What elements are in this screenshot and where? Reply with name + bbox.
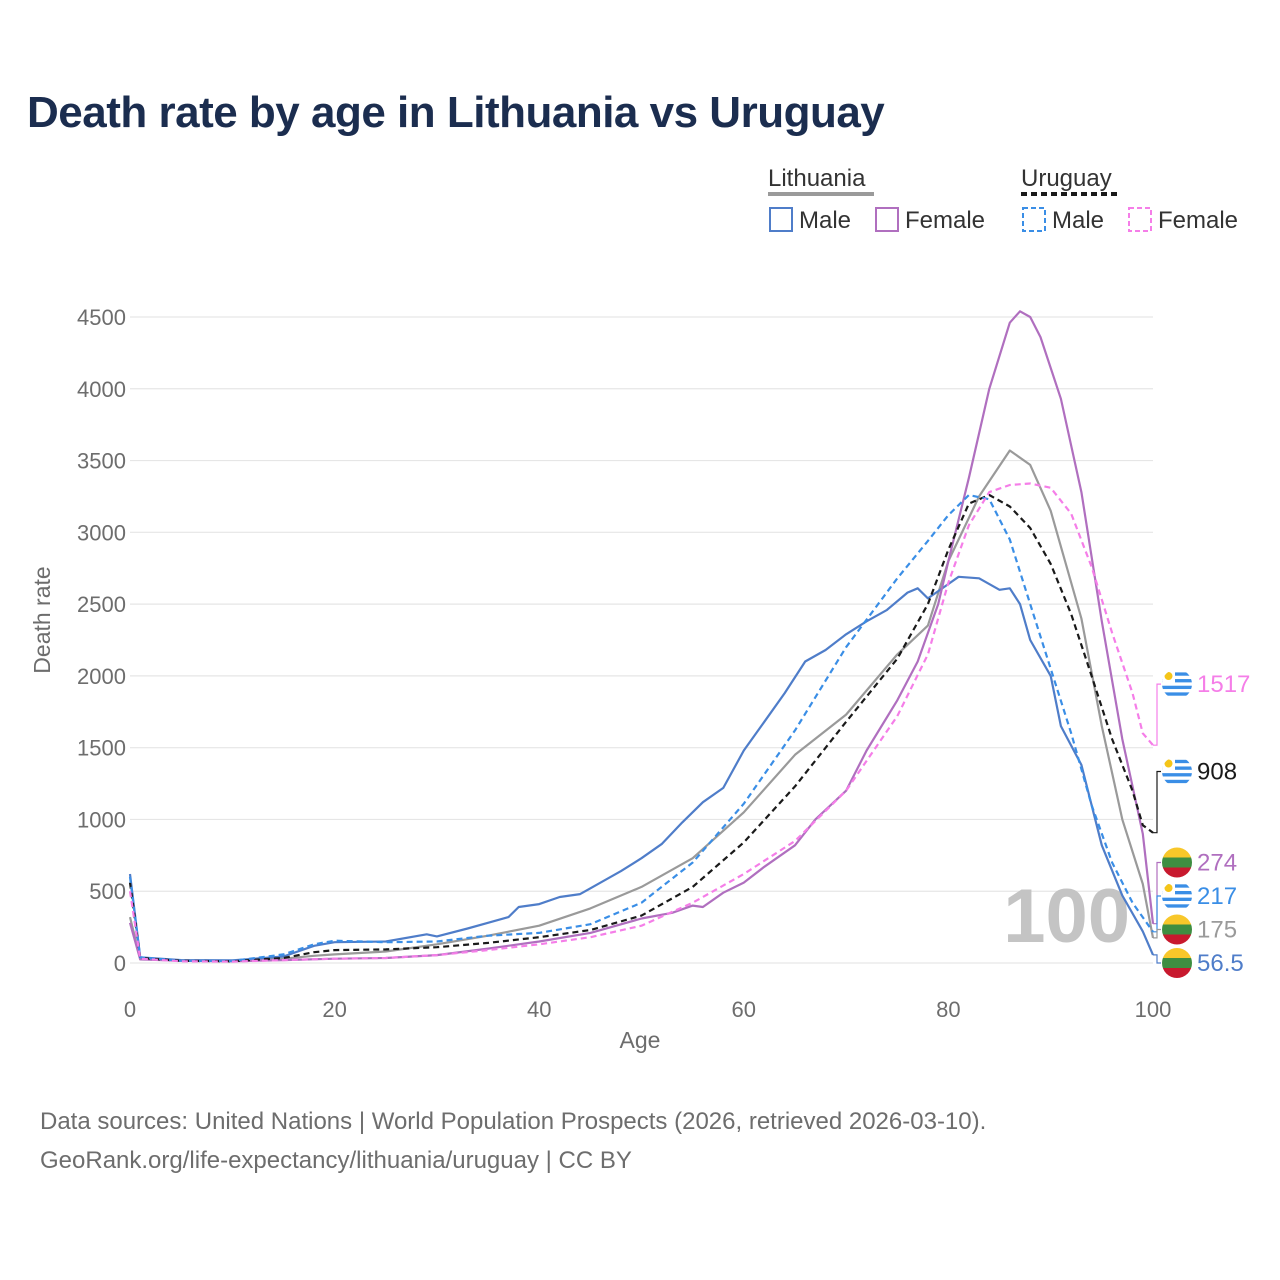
- y-tick-label: 3000: [77, 520, 126, 545]
- x-tick-label: 40: [527, 997, 551, 1022]
- y-tick-label: 1500: [77, 736, 126, 761]
- series-line-uy_female: [128, 482, 1154, 963]
- source-line: Data sources: United Nations | World Pop…: [40, 1108, 987, 1135]
- legend: Lithuania Male Female Uruguay Male Femal…: [768, 165, 1238, 234]
- x-tick-labels: 0 20 40 60 80 100: [124, 997, 1171, 1022]
- x-tick-label: 20: [322, 997, 346, 1022]
- end-connector-lt_male: [1153, 954, 1161, 964]
- y-tick-labels: 0 500 1000 1500 2000 2500 3000 3500 4000 4500: [77, 305, 126, 976]
- age-watermark: 100: [1003, 874, 1130, 959]
- uruguay-flag-icon: [1162, 756, 1192, 787]
- series-line-uy_total: [128, 493, 1154, 963]
- end-label-lt_female: 274: [1197, 850, 1237, 877]
- end-label-uy_female: 1517: [1197, 671, 1250, 698]
- y-tick-label: 3500: [77, 449, 126, 474]
- page-title: Death rate by age in Lithuania vs Urugua…: [27, 88, 885, 137]
- source-url[interactable]: GeoRank.org/life-expectancy/lithuania/ur…: [40, 1147, 632, 1174]
- y-tick-label: 0: [114, 951, 126, 976]
- end-label-lt_male: 56.5: [1197, 950, 1244, 977]
- end-label-uy_male: 217: [1197, 883, 1237, 910]
- x-axis-label: Age: [620, 1027, 661, 1053]
- legend-uruguay-male-swatch: [1022, 207, 1046, 232]
- series-lines: [128, 310, 1155, 963]
- end-label-lt_total: 175: [1197, 917, 1237, 944]
- y-tick-label: 4500: [77, 305, 126, 330]
- y-tick-label: 4000: [77, 377, 126, 402]
- lithuania-flag-icon: [1162, 914, 1192, 945]
- end-connector-uy_total: [1153, 770, 1161, 834]
- y-tick-label: 1000: [77, 807, 126, 832]
- end-connector-lt_female: [1153, 861, 1161, 925]
- legend-lithuania-female-label: Female: [905, 207, 985, 234]
- end-connector-lt_total: [1153, 928, 1161, 939]
- x-tick-label: 100: [1135, 997, 1172, 1022]
- legend-lithuania-male-label: Male: [799, 207, 851, 234]
- y-tick-label: 500: [89, 879, 126, 904]
- y-axis-label: Death rate: [29, 566, 55, 673]
- series-line-uy_male: [128, 493, 1154, 963]
- uruguay-flag-icon: [1162, 669, 1192, 700]
- y-tick-label: 2500: [77, 592, 126, 617]
- legend-group-lithuania: Lithuania: [768, 165, 866, 192]
- gridlines: [130, 316, 1153, 964]
- legend-lithuania-female-swatch: [875, 207, 899, 232]
- uruguay-flag-icon: [1162, 881, 1192, 911]
- x-tick-label: 0: [124, 997, 136, 1022]
- end-connector-uy_male: [1153, 895, 1161, 933]
- end-label-uy_total: 908: [1197, 758, 1237, 785]
- series-line-lt_male: [128, 575, 1155, 962]
- series-line-lt_total: [128, 449, 1155, 962]
- x-tick-label: 60: [732, 997, 756, 1022]
- legend-uruguay-male-label: Male: [1052, 207, 1104, 234]
- end-connector-uy_female: [1153, 683, 1161, 746]
- legend-uruguay-female-label: Female: [1158, 207, 1238, 234]
- lithuania-flag-icon: [1162, 948, 1192, 978]
- series-line-lt_female: [128, 310, 1155, 963]
- legend-uruguay-female-swatch: [1128, 207, 1152, 232]
- end-labels: 1517 908 274 217 175 56.5: [1153, 669, 1250, 978]
- lithuania-flag-icon: [1162, 847, 1192, 878]
- y-tick-label: 2000: [77, 664, 126, 689]
- x-tick-label: 80: [936, 997, 960, 1022]
- legend-lithuania-male-swatch: [769, 207, 793, 232]
- legend-group-uruguay: Uruguay: [1021, 165, 1112, 192]
